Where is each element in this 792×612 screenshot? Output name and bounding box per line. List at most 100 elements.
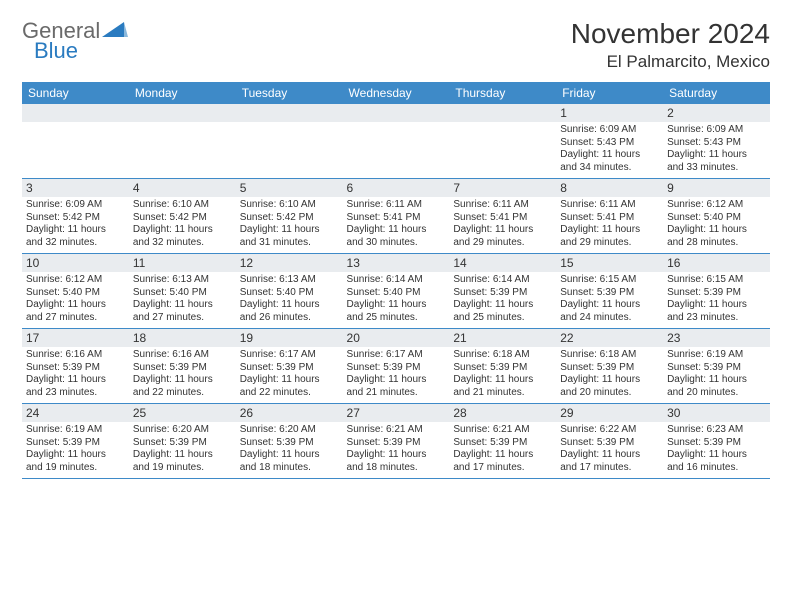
- sunrise-text: Sunrise: 6:11 AM: [347, 199, 446, 212]
- calendar-cell-empty: [236, 104, 343, 179]
- calendar-cell: 9Sunrise: 6:12 AMSunset: 5:40 PMDaylight…: [663, 179, 770, 254]
- sunrise-text: Sunrise: 6:17 AM: [347, 349, 446, 362]
- sunset-text: Sunset: 5:39 PM: [667, 287, 766, 300]
- daylight-text-1: Daylight: 11 hours: [26, 299, 125, 312]
- day-info: Sunrise: 6:21 AMSunset: 5:39 PMDaylight:…: [343, 422, 450, 478]
- calendar-head: SundayMondayTuesdayWednesdayThursdayFrid…: [22, 82, 770, 104]
- day-number: 2: [663, 104, 770, 122]
- daylight-text-2: and 22 minutes.: [240, 387, 339, 400]
- daylight-text-2: and 27 minutes.: [26, 312, 125, 325]
- calendar-cell: 2Sunrise: 6:09 AMSunset: 5:43 PMDaylight…: [663, 104, 770, 179]
- sunset-text: Sunset: 5:40 PM: [240, 287, 339, 300]
- day-number: 14: [449, 254, 556, 272]
- calendar-cell: 23Sunrise: 6:19 AMSunset: 5:39 PMDayligh…: [663, 329, 770, 404]
- day-info: Sunrise: 6:11 AMSunset: 5:41 PMDaylight:…: [343, 197, 450, 253]
- sunset-text: Sunset: 5:40 PM: [26, 287, 125, 300]
- calendar-row: 24Sunrise: 6:19 AMSunset: 5:39 PMDayligh…: [22, 404, 770, 479]
- sunset-text: Sunset: 5:41 PM: [560, 212, 659, 225]
- day-number: 9: [663, 179, 770, 197]
- day-number: 29: [556, 404, 663, 422]
- day-info: Sunrise: 6:14 AMSunset: 5:40 PMDaylight:…: [343, 272, 450, 328]
- title-block: November 2024 El Palmarcito, Mexico: [571, 18, 770, 72]
- daylight-text-2: and 17 minutes.: [453, 462, 552, 475]
- day-number: 11: [129, 254, 236, 272]
- sunrise-text: Sunrise: 6:16 AM: [133, 349, 232, 362]
- daylight-text-2: and 26 minutes.: [240, 312, 339, 325]
- daylight-text-2: and 32 minutes.: [133, 237, 232, 250]
- calendar-cell: 10Sunrise: 6:12 AMSunset: 5:40 PMDayligh…: [22, 254, 129, 329]
- day-number: 28: [449, 404, 556, 422]
- calendar-cell-empty: [449, 104, 556, 179]
- daylight-text-2: and 34 minutes.: [560, 162, 659, 175]
- day-number: 1: [556, 104, 663, 122]
- empty-daynum: [236, 104, 343, 122]
- sunrise-text: Sunrise: 6:11 AM: [453, 199, 552, 212]
- empty-daynum: [22, 104, 129, 122]
- sunrise-text: Sunrise: 6:18 AM: [453, 349, 552, 362]
- day-number: 3: [22, 179, 129, 197]
- day-number: 10: [22, 254, 129, 272]
- calendar-cell: 24Sunrise: 6:19 AMSunset: 5:39 PMDayligh…: [22, 404, 129, 479]
- daylight-text-2: and 24 minutes.: [560, 312, 659, 325]
- daylight-text-1: Daylight: 11 hours: [347, 224, 446, 237]
- weekday-header-row: SundayMondayTuesdayWednesdayThursdayFrid…: [22, 82, 770, 104]
- calendar-cell: 5Sunrise: 6:10 AMSunset: 5:42 PMDaylight…: [236, 179, 343, 254]
- weekday-header: Monday: [129, 82, 236, 104]
- calendar-row: 1Sunrise: 6:09 AMSunset: 5:43 PMDaylight…: [22, 104, 770, 179]
- daylight-text-2: and 18 minutes.: [240, 462, 339, 475]
- sunset-text: Sunset: 5:40 PM: [133, 287, 232, 300]
- daylight-text-1: Daylight: 11 hours: [240, 449, 339, 462]
- day-number: 8: [556, 179, 663, 197]
- daylight-text-1: Daylight: 11 hours: [133, 299, 232, 312]
- day-info: Sunrise: 6:11 AMSunset: 5:41 PMDaylight:…: [449, 197, 556, 253]
- daylight-text-2: and 21 minutes.: [453, 387, 552, 400]
- calendar-row: 17Sunrise: 6:16 AMSunset: 5:39 PMDayligh…: [22, 329, 770, 404]
- sunrise-text: Sunrise: 6:12 AM: [667, 199, 766, 212]
- daylight-text-2: and 16 minutes.: [667, 462, 766, 475]
- sunset-text: Sunset: 5:39 PM: [26, 437, 125, 450]
- sunset-text: Sunset: 5:39 PM: [667, 362, 766, 375]
- header: General Blue November 2024 El Palmarcito…: [22, 18, 770, 72]
- calendar-cell: 7Sunrise: 6:11 AMSunset: 5:41 PMDaylight…: [449, 179, 556, 254]
- daylight-text-2: and 17 minutes.: [560, 462, 659, 475]
- page: General Blue November 2024 El Palmarcito…: [0, 0, 792, 479]
- day-number: 13: [343, 254, 450, 272]
- sunrise-text: Sunrise: 6:20 AM: [240, 424, 339, 437]
- sunset-text: Sunset: 5:39 PM: [453, 287, 552, 300]
- daylight-text-2: and 22 minutes.: [133, 387, 232, 400]
- sunrise-text: Sunrise: 6:17 AM: [240, 349, 339, 362]
- day-number: 24: [22, 404, 129, 422]
- sunset-text: Sunset: 5:39 PM: [133, 437, 232, 450]
- daylight-text-2: and 33 minutes.: [667, 162, 766, 175]
- daylight-text-2: and 30 minutes.: [347, 237, 446, 250]
- calendar-cell-empty: [129, 104, 236, 179]
- day-info: Sunrise: 6:13 AMSunset: 5:40 PMDaylight:…: [129, 272, 236, 328]
- daylight-text-1: Daylight: 11 hours: [26, 449, 125, 462]
- sunrise-text: Sunrise: 6:19 AM: [667, 349, 766, 362]
- day-info: Sunrise: 6:21 AMSunset: 5:39 PMDaylight:…: [449, 422, 556, 478]
- day-number: 20: [343, 329, 450, 347]
- daylight-text-1: Daylight: 11 hours: [453, 449, 552, 462]
- day-number: 5: [236, 179, 343, 197]
- sunset-text: Sunset: 5:39 PM: [453, 437, 552, 450]
- sunset-text: Sunset: 5:42 PM: [26, 212, 125, 225]
- daylight-text-1: Daylight: 11 hours: [667, 299, 766, 312]
- calendar-cell: 28Sunrise: 6:21 AMSunset: 5:39 PMDayligh…: [449, 404, 556, 479]
- calendar-cell: 16Sunrise: 6:15 AMSunset: 5:39 PMDayligh…: [663, 254, 770, 329]
- weekday-header: Friday: [556, 82, 663, 104]
- daylight-text-1: Daylight: 11 hours: [560, 449, 659, 462]
- day-info: Sunrise: 6:09 AMSunset: 5:42 PMDaylight:…: [22, 197, 129, 253]
- daylight-text-1: Daylight: 11 hours: [347, 449, 446, 462]
- sunrise-text: Sunrise: 6:13 AM: [240, 274, 339, 287]
- daylight-text-2: and 32 minutes.: [26, 237, 125, 250]
- day-info: Sunrise: 6:18 AMSunset: 5:39 PMDaylight:…: [449, 347, 556, 403]
- daylight-text-2: and 25 minutes.: [453, 312, 552, 325]
- logo: General Blue: [22, 18, 128, 64]
- daylight-text-2: and 27 minutes.: [133, 312, 232, 325]
- day-number: 22: [556, 329, 663, 347]
- daylight-text-1: Daylight: 11 hours: [347, 374, 446, 387]
- day-info: Sunrise: 6:15 AMSunset: 5:39 PMDaylight:…: [663, 272, 770, 328]
- sunset-text: Sunset: 5:43 PM: [667, 137, 766, 150]
- day-number: 12: [236, 254, 343, 272]
- day-number: 6: [343, 179, 450, 197]
